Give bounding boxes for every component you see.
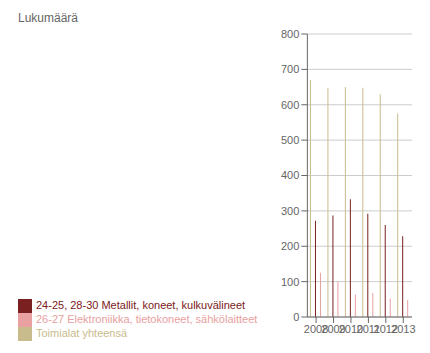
svg-text:500: 500 bbox=[281, 134, 299, 146]
svg-text:2013: 2013 bbox=[391, 323, 415, 335]
html-text:26-27 Elektroniikka, tietokone: 26-27 Elektroniikka, tietokoneet, sähköl… bbox=[36, 312, 258, 325]
svg-text:200: 200 bbox=[281, 240, 299, 252]
svg-text:2010: 2010 bbox=[338, 322, 364, 335]
svg-text:2011: 2011 bbox=[356, 322, 381, 335]
svg-text:800: 800 bbox=[281, 28, 299, 40]
svg-text:2012: 2012 bbox=[373, 322, 399, 335]
svg-text:2009: 2009 bbox=[321, 322, 346, 335]
svg-text:400: 400 bbox=[281, 169, 299, 181]
svg-text:0: 0 bbox=[293, 311, 299, 323]
html-text:Lukumäärä: Lukumäärä bbox=[18, 11, 78, 25]
svg-text:100: 100 bbox=[281, 276, 299, 288]
html-text:24-25, 28-30 Metallit, koneet,: 24-25, 28-30 Metallit, koneet, kulkuväli… bbox=[36, 298, 246, 311]
html-text:Toimialat yhteensä: Toimialat yhteensä bbox=[36, 326, 128, 339]
svg-text:2008: 2008 bbox=[303, 322, 329, 335]
svg-text:600: 600 bbox=[281, 99, 299, 111]
svg-text:700: 700 bbox=[281, 63, 299, 75]
svg-text:300: 300 bbox=[281, 205, 299, 217]
